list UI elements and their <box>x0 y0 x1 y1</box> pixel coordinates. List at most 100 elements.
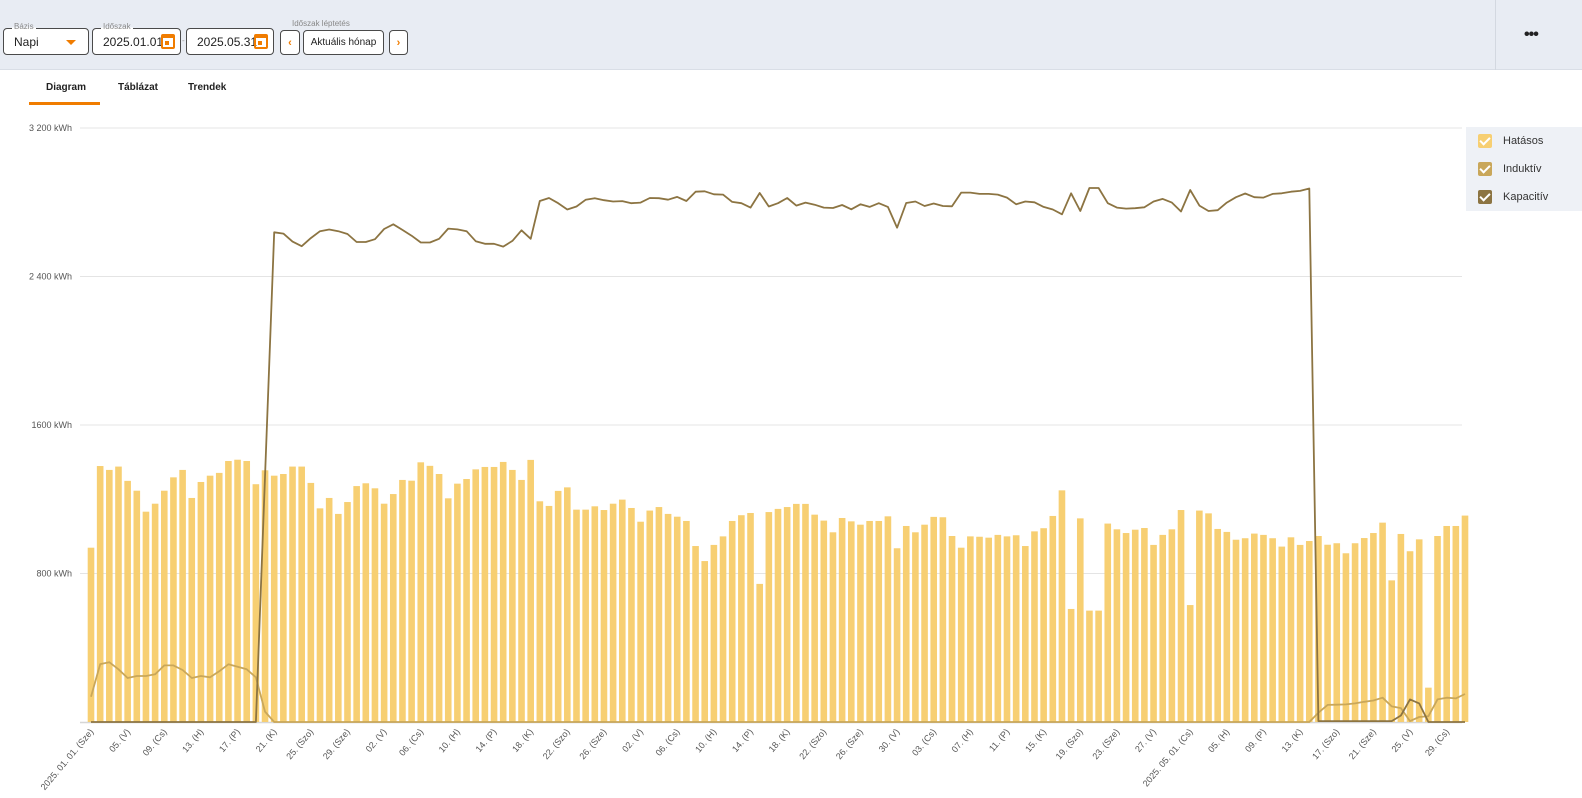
bar-hatásos-2025-03-03[interactable] <box>646 510 654 722</box>
bar-hatásos-2025-01-17[interactable] <box>234 459 241 722</box>
bar-hatásos-2025-05-09[interactable] <box>1260 534 1267 722</box>
bar-hatásos-2025-01-24[interactable] <box>298 466 305 722</box>
checkbox-icon[interactable] <box>1478 134 1492 148</box>
bar-hatásos-2025-05-02[interactable] <box>1196 510 1203 722</box>
bar-hatásos-2025-02-17[interactable] <box>518 479 525 722</box>
checkbox-icon[interactable] <box>1478 162 1492 176</box>
bar-hatásos-2025-05-11[interactable] <box>1278 546 1286 722</box>
bar-hatásos-2025-05-10[interactable] <box>1269 538 1276 722</box>
bar-hatásos-2025-05-16[interactable] <box>1324 544 1331 722</box>
bar-hatásos-2025-04-10[interactable] <box>994 534 1002 722</box>
bar-hatásos-2025-05-17[interactable] <box>1333 543 1341 722</box>
bar-hatásos-2025-04-30[interactable] <box>1177 510 1185 722</box>
bar-hatásos-2025-03-10[interactable] <box>710 544 718 722</box>
bar-hatásos-2025-02-14[interactable] <box>490 466 498 722</box>
current-month-button[interactable]: Aktuális hónap <box>303 30 384 55</box>
bar-hatásos-2025-01-18[interactable] <box>243 461 251 722</box>
bar-hatásos-2025-04-17[interactable] <box>1058 490 1066 722</box>
bar-hatásos-2025-01-04[interactable] <box>115 466 122 722</box>
bar-hatásos-2025-01-26[interactable] <box>316 508 324 722</box>
bar-hatásos-2025-02-11[interactable] <box>463 479 470 722</box>
bar-hatásos-2025-03-12[interactable] <box>728 520 736 722</box>
bar-hatásos-2025-05-26[interactable] <box>1415 539 1423 722</box>
bar-hatásos-2025-04-26[interactable] <box>1141 528 1148 722</box>
bar-hatásos-2025-04-05[interactable] <box>948 536 956 722</box>
bar-hatásos-2025-05-23[interactable] <box>1388 580 1396 722</box>
bar-hatásos-2025-01-23[interactable] <box>289 466 296 722</box>
bar-hatásos-2025-02-24[interactable] <box>582 509 589 722</box>
bar-hatásos-2025-02-09[interactable] <box>444 498 452 722</box>
bar-hatásos-2025-01-05[interactable] <box>124 480 131 722</box>
bar-hatásos-2025-02-27[interactable] <box>609 503 617 722</box>
bar-hatásos-2025-05-05[interactable] <box>1223 531 1231 722</box>
bar-hatásos-2025-01-07[interactable] <box>142 511 150 722</box>
bar-hatásos-2025-04-15[interactable] <box>1040 528 1047 722</box>
bar-hatásos-2025-02-07[interactable] <box>426 465 434 722</box>
bar-hatásos-2025-04-04[interactable] <box>939 517 947 722</box>
bar-hatásos-2025-04-20[interactable] <box>1086 610 1093 722</box>
bar-hatásos-2025-03-22[interactable] <box>820 520 828 722</box>
bar-hatásos-2025-05-27[interactable] <box>1425 687 1432 722</box>
bar-hatásos-2025-03-08[interactable] <box>692 546 699 722</box>
bar-hatásos-2025-04-14[interactable] <box>1031 531 1038 722</box>
bar-hatásos-2025-03-06[interactable] <box>673 516 681 722</box>
bar-hatásos-2025-01-20[interactable] <box>261 470 269 722</box>
bar-hatásos-2025-01-09[interactable] <box>160 490 168 722</box>
bar-hatásos-2025-04-24[interactable] <box>1122 533 1130 722</box>
bar-hatásos-2025-02-06[interactable] <box>417 462 425 722</box>
bar-hatásos-2025-01-13[interactable] <box>197 481 205 722</box>
bar-hatásos-2025-02-26[interactable] <box>600 510 608 722</box>
calendar-icon[interactable] <box>161 34 175 49</box>
bar-hatásos-2025-03-11[interactable] <box>719 536 727 722</box>
date-from-input[interactable]: Időszak 2025.01.01 <box>92 22 181 55</box>
bar-hatásos-2025-03-24[interactable] <box>838 517 846 722</box>
bar-hatásos-2025-02-10[interactable] <box>454 483 461 722</box>
bar-hatásos-2025-04-28[interactable] <box>1159 534 1167 722</box>
bar-hatásos-2025-05-01[interactable] <box>1186 605 1194 722</box>
bar-hatásos-2025-01-11[interactable] <box>179 469 186 722</box>
bar-hatásos-2025-05-28[interactable] <box>1434 536 1441 722</box>
bar-hatásos-2025-05-06[interactable] <box>1232 539 1240 722</box>
bar-hatásos-2025-05-08[interactable] <box>1251 533 1258 722</box>
bar-hatásos-2025-05-04[interactable] <box>1214 528 1221 722</box>
bar-hatásos-2025-01-19[interactable] <box>252 484 260 722</box>
line-induktív[interactable] <box>90 661 1466 723</box>
bar-hatásos-2025-03-20[interactable] <box>802 503 809 722</box>
bar-hatásos-2025-01-28[interactable] <box>335 513 342 722</box>
bar-hatásos-2025-02-02[interactable] <box>380 503 388 722</box>
bar-hatásos-2025-03-16[interactable] <box>765 512 773 722</box>
legend-item-induktiv[interactable]: Induktív <box>1478 162 1542 176</box>
bar-hatásos-2025-03-14[interactable] <box>747 512 754 722</box>
bar-hatásos-2025-05-22[interactable] <box>1379 522 1386 722</box>
bar-hatásos-2025-01-10[interactable] <box>170 477 177 722</box>
bar-hatásos-2025-03-25[interactable] <box>847 521 855 722</box>
bar-hatásos-2025-04-12[interactable] <box>1012 535 1020 722</box>
bar-hatásos-2025-01-12[interactable] <box>188 497 196 722</box>
bar-hatásos-2025-05-30[interactable] <box>1452 525 1460 722</box>
bar-hatásos-2025-05-24[interactable] <box>1397 533 1405 722</box>
bar-hatásos-2025-03-02[interactable] <box>637 521 644 722</box>
bar-hatásos-2025-02-18[interactable] <box>527 459 534 722</box>
bar-hatásos-2025-04-23[interactable] <box>1113 529 1121 722</box>
basis-select[interactable]: Bázis Napi <box>3 22 89 55</box>
line-kapacitív[interactable] <box>91 187 1465 723</box>
bar-hatásos-2025-02-20[interactable] <box>545 505 553 722</box>
bar-hatásos-2025-03-19[interactable] <box>793 503 800 722</box>
bar-hatásos-2025-01-15[interactable] <box>215 472 223 722</box>
bar-hatásos-2025-01-16[interactable] <box>225 461 232 722</box>
bar-hatásos-2025-02-28[interactable] <box>618 499 626 722</box>
bar-hatásos-2025-02-12[interactable] <box>472 469 480 722</box>
bar-hatásos-2025-01-21[interactable] <box>270 475 278 722</box>
prev-period-button[interactable]: ‹ <box>280 30 300 55</box>
more-options-icon[interactable]: ••• <box>1524 26 1539 43</box>
bar-hatásos-2025-04-29[interactable] <box>1168 529 1176 722</box>
bar-hatásos-2025-03-28[interactable] <box>875 520 883 722</box>
bar-hatásos-2025-01-01[interactable] <box>87 547 95 722</box>
bar-hatásos-2025-02-05[interactable] <box>408 480 415 722</box>
bar-hatásos-2025-01-29[interactable] <box>344 502 351 722</box>
bar-hatásos-2025-05-18[interactable] <box>1342 553 1350 722</box>
bar-hatásos-2025-03-04[interactable] <box>655 507 663 722</box>
bar-hatásos-2025-03-27[interactable] <box>866 520 873 722</box>
bar-hatásos-2025-03-29[interactable] <box>884 516 892 722</box>
next-period-button[interactable]: › <box>389 30 408 55</box>
